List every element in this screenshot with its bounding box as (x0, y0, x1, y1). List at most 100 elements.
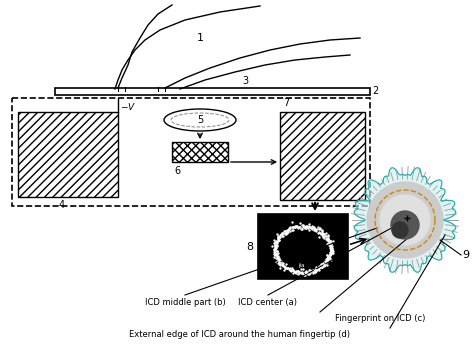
Point (313, 229, 320, 234)
Text: 3: 3 (242, 76, 248, 86)
Point (291, 223, 299, 229)
Point (296, 224, 304, 229)
Point (273, 251, 281, 257)
Point (280, 263, 288, 269)
Point (315, 264, 322, 270)
Point (295, 271, 302, 277)
Text: 1: 1 (197, 33, 203, 43)
Bar (258, 214, 348, 279)
Point (291, 269, 298, 275)
Point (306, 267, 313, 273)
Point (293, 268, 301, 274)
Point (299, 224, 307, 230)
Circle shape (392, 222, 408, 238)
Point (323, 235, 331, 240)
Point (271, 241, 278, 247)
Point (271, 246, 278, 252)
Point (281, 265, 289, 270)
Point (327, 248, 334, 254)
Point (324, 238, 332, 243)
Point (321, 235, 328, 241)
Point (322, 236, 330, 242)
Point (299, 271, 307, 276)
Point (311, 266, 319, 272)
Point (292, 268, 299, 274)
Point (272, 246, 280, 251)
Point (317, 261, 325, 266)
Point (271, 250, 279, 256)
Point (278, 233, 286, 239)
Point (274, 260, 282, 266)
Point (319, 230, 326, 236)
Point (273, 255, 281, 261)
Bar (12, 98, 370, 206)
Point (326, 242, 333, 248)
Point (323, 255, 331, 261)
Point (273, 238, 281, 244)
Point (322, 259, 329, 265)
Point (308, 268, 315, 274)
Point (300, 224, 308, 229)
Point (324, 258, 331, 264)
Point (284, 265, 292, 270)
Point (292, 270, 300, 276)
Point (273, 231, 281, 237)
Point (281, 230, 289, 235)
Point (289, 270, 297, 275)
Point (281, 264, 288, 270)
Text: ICD middle part (b): ICD middle part (b) (145, 298, 225, 307)
Text: External edge of ICD around the human fingertip (d): External edge of ICD around the human fi… (129, 330, 350, 339)
Point (311, 227, 319, 233)
Point (275, 237, 283, 243)
Point (282, 231, 290, 237)
Point (306, 270, 313, 276)
Point (302, 270, 310, 276)
Point (277, 259, 285, 265)
Point (300, 266, 307, 271)
Text: ICD center (a): ICD center (a) (238, 298, 298, 307)
Point (289, 266, 296, 271)
Point (316, 229, 323, 235)
Point (325, 253, 333, 259)
Point (323, 252, 331, 258)
Point (283, 230, 291, 236)
Point (296, 269, 304, 275)
Point (310, 224, 318, 230)
Point (307, 269, 315, 274)
Point (297, 266, 305, 272)
Point (315, 226, 322, 232)
Point (309, 225, 316, 231)
Text: 8: 8 (246, 242, 253, 252)
Point (271, 245, 279, 251)
Point (320, 263, 328, 269)
Point (329, 238, 337, 244)
Point (316, 267, 323, 273)
Point (289, 267, 297, 273)
Point (322, 233, 329, 239)
Point (306, 223, 313, 229)
Polygon shape (354, 168, 456, 272)
Point (299, 226, 306, 232)
Point (319, 232, 326, 238)
Point (301, 225, 308, 231)
Point (305, 271, 313, 277)
Point (271, 237, 278, 243)
Point (291, 269, 298, 274)
Point (293, 223, 301, 229)
Bar (55, 88, 370, 95)
Point (274, 259, 282, 265)
Point (318, 231, 325, 237)
Point (323, 230, 330, 236)
Point (295, 224, 302, 230)
Point (309, 267, 317, 273)
Point (327, 247, 335, 253)
Point (326, 250, 334, 256)
Point (289, 225, 296, 230)
Point (328, 251, 335, 257)
Point (284, 227, 292, 233)
Point (270, 249, 278, 255)
Point (289, 219, 296, 225)
Point (306, 221, 313, 227)
Point (319, 229, 326, 234)
Point (302, 225, 310, 231)
